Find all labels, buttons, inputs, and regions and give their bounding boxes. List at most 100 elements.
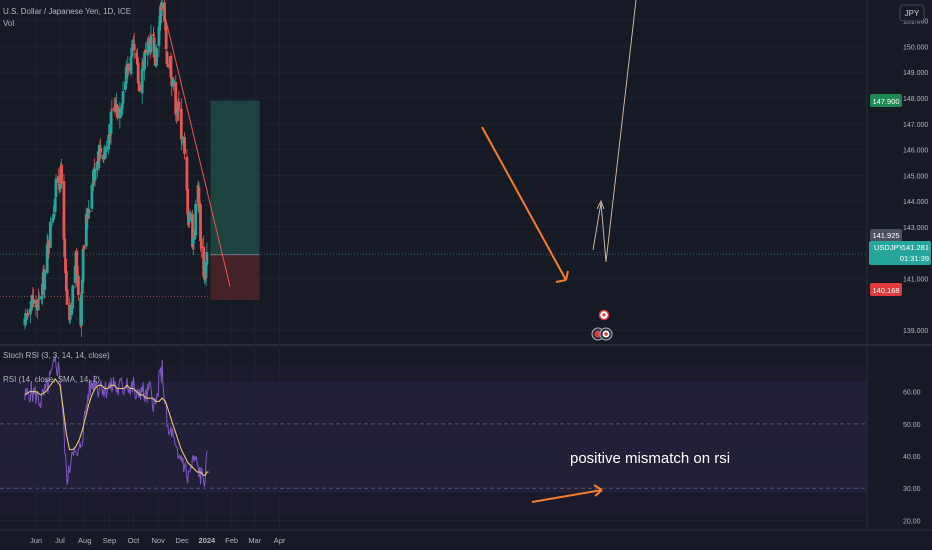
candle-up: [23, 318, 27, 325]
candle-up: [130, 47, 134, 58]
candle-up: [29, 308, 32, 314]
candle-down: [185, 156, 189, 191]
candle-down: [147, 41, 151, 45]
current-level-tag: 141.925: [870, 229, 902, 241]
candle-up: [175, 112, 179, 114]
candle-up: [53, 198, 57, 213]
candle-up: [181, 136, 185, 139]
candle-down: [47, 240, 51, 248]
candle-down: [164, 25, 168, 50]
axes-labels: 139.000141.000142.000143.000144.000145.0…: [30, 19, 928, 545]
candle-down: [60, 164, 63, 184]
candle-up: [71, 285, 75, 309]
time-tick-label: Nov: [151, 536, 165, 545]
candle-down: [147, 37, 150, 39]
candle-up: [52, 213, 55, 220]
grid-lines: [0, 0, 867, 530]
candle-up: [140, 68, 144, 94]
candle-up: [191, 238, 195, 245]
candle-down: [177, 101, 181, 110]
candle-up: [131, 43, 135, 48]
time-tick-label: Feb: [225, 536, 238, 545]
candle-up: [149, 35, 153, 52]
candle-up: [96, 161, 99, 170]
candle-down: [34, 299, 38, 308]
candle-down: [191, 214, 194, 248]
candle-up: [204, 262, 208, 279]
candle-down: [170, 77, 174, 86]
price-tick-label: 141.000: [903, 277, 928, 284]
candle-up: [40, 283, 44, 295]
projection-path: [592, 0, 637, 263]
candle-down: [202, 246, 206, 277]
candle-up: [80, 294, 83, 326]
resistance-trendline: [162, 7, 231, 287]
rsi-tick-label: 60.00: [903, 390, 921, 397]
rsi-line: [24, 355, 208, 487]
time-tick-label: Jun: [30, 536, 42, 545]
candle-down: [163, 2, 166, 22]
candle-up: [187, 219, 191, 223]
rsi-lines: [24, 355, 209, 487]
candle-up: [80, 279, 84, 294]
time-tick-label: 2024: [199, 536, 217, 545]
price-tick-label: 144.000: [903, 199, 928, 206]
rsi-band-fill: [0, 382, 867, 493]
volume-label: Vol: [3, 19, 14, 28]
candle-down: [101, 154, 105, 160]
candle-down: [127, 63, 131, 71]
stoch-rsi-label[interactable]: Stoch RSI (3, 3, 14, 14, close): [3, 351, 110, 360]
rsi-tick-label: 30.00: [903, 486, 921, 493]
rsi-annotation: positive mismatch on rsi: [570, 450, 730, 467]
currency-button[interactable]: JPY: [899, 4, 925, 22]
candle-down: [82, 245, 86, 250]
candle-up: [143, 51, 146, 70]
candle-down: [110, 108, 114, 111]
position-zones: [0, 100, 867, 300]
candle-up: [163, 23, 167, 25]
candle-down: [135, 52, 139, 59]
projection-arrowhead: [596, 199, 605, 210]
candle-up: [120, 106, 123, 114]
event-icon-group[interactable]: [591, 309, 613, 341]
last-price-text: 141.281: [902, 243, 929, 252]
symbol-title: U.S. Dollar / Japanese Yen, 1D, ICE: [3, 7, 131, 16]
candle-down: [165, 51, 169, 64]
rsi-label[interactable]: RSI (14, close, SMA, 14, 2): [3, 375, 100, 384]
candle-up: [51, 218, 55, 223]
time-tick-label: Mar: [248, 536, 261, 545]
candle-up: [29, 300, 33, 311]
candle-up: [194, 203, 198, 236]
candle-up: [37, 298, 41, 300]
time-tick-label: Jul: [55, 536, 65, 545]
candle-down: [26, 313, 30, 317]
candle-down: [64, 270, 68, 292]
rsi-arrow-head: [593, 484, 603, 497]
candle-down: [64, 258, 67, 274]
candle-down: [183, 136, 186, 154]
candle-up: [193, 232, 197, 240]
price-tick-label: 147.000: [903, 122, 928, 129]
candle-up: [104, 146, 108, 153]
candle-down: [137, 82, 141, 85]
candle-up: [109, 111, 113, 134]
stop-price-tag: 140.168: [870, 283, 902, 296]
target-price-tag: 147.900: [870, 94, 902, 107]
candle-up: [160, 2, 164, 8]
rsi-arrow-line: [531, 489, 603, 503]
candle-down: [136, 57, 139, 65]
candle-up: [124, 66, 128, 84]
stop-price-text: 140.168: [872, 286, 899, 295]
time-tick-label: Aug: [78, 536, 91, 545]
candle-down: [138, 85, 142, 92]
candle-up: [146, 40, 150, 56]
candle-down: [169, 55, 173, 78]
candle-up: [118, 107, 122, 119]
candle-up: [32, 299, 36, 304]
candle-up: [121, 91, 125, 104]
ticker-price-tag[interactable]: USDJPY 141.281 01:31:39: [869, 241, 931, 265]
candles: [23, 0, 209, 338]
rsi-tick-label: 20.00: [903, 518, 921, 525]
